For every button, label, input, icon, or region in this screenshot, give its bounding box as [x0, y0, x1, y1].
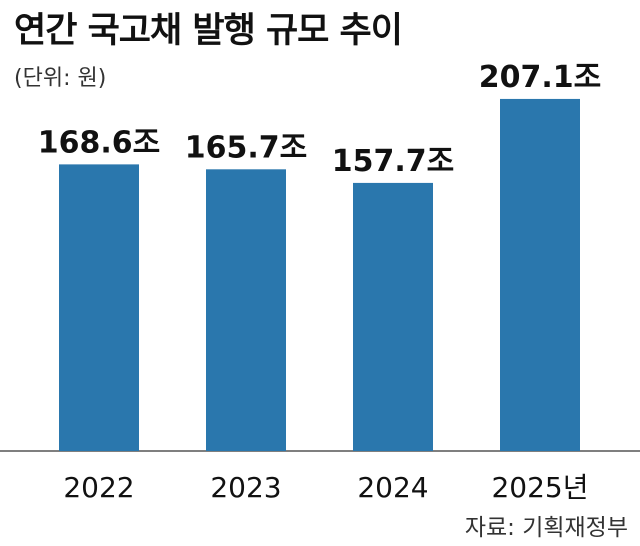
- x-tick-label-2023: 2023: [210, 471, 281, 504]
- bar-2023: [206, 169, 286, 451]
- value-label-2022: 168.6조: [38, 125, 161, 160]
- value-label-2025년: 207.1조: [479, 60, 602, 95]
- unit-label: (단위: 원): [14, 66, 107, 91]
- x-tick-label-2024: 2024: [357, 471, 428, 504]
- x-tick-label-2022: 2022: [63, 471, 134, 504]
- value-label-2024: 157.7조: [332, 144, 455, 179]
- bar-2022: [59, 164, 139, 451]
- source-label: 자료: 기획재정부: [464, 515, 628, 541]
- chart-title: 연간 국고채 발행 규모 추이: [14, 11, 403, 51]
- bar-2025년: [500, 98, 580, 452]
- bar-2024: [353, 182, 433, 451]
- value-label-2023: 165.7조: [185, 130, 308, 165]
- x-tick-label-2025년: 2025년: [491, 471, 588, 504]
